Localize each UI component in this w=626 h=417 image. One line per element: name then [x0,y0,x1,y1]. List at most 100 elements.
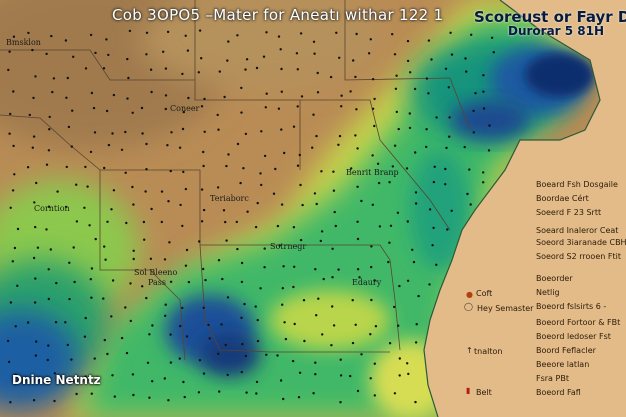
station-dot [70,358,73,361]
station-dot [55,281,58,285]
station-dot [393,53,397,56]
station-dot [34,75,37,78]
station-dot [103,245,106,248]
station-dot [9,301,13,304]
station-dot [166,30,170,34]
legend-item: Soeord 3iaranade CBH [536,238,626,247]
station-dot [129,282,132,285]
station-dot [226,296,230,299]
station-dot [482,90,485,93]
station-dot [178,146,182,149]
station-dot [11,189,15,192]
station-dot [260,183,263,187]
legend-item: Boeord Fortoor & FBt [536,318,621,327]
station-dot [349,374,352,378]
station-dot [166,144,169,147]
station-dot [299,32,303,35]
station-dot [371,154,374,157]
station-dot [428,208,432,211]
station-dot [9,401,12,404]
station-dot [265,92,268,95]
station-dot [143,238,146,241]
legend-item: Soeard Inaleror Ceat [536,226,619,235]
station-dot [388,181,391,184]
legend-item: Boeord fslsirts 6 - [536,302,607,311]
station-dot [340,105,343,108]
station-dot [431,244,434,247]
station-dot [256,339,260,343]
station-dot [470,33,473,36]
station-dot [9,206,12,209]
station-dot [185,248,189,252]
station-dot [73,380,76,383]
station-dot [244,68,247,71]
station-dot [281,287,284,290]
station-dot [298,371,302,374]
station-dot [198,359,202,362]
station-dot [45,163,49,166]
station-dot [414,191,418,194]
station-dot [217,352,220,355]
station-dot [482,74,485,77]
station-dot [465,70,468,73]
map-label: Pass [148,278,167,287]
station-dot [240,370,243,374]
station-dot [284,337,288,341]
station-dot [239,181,242,185]
station-dot [6,339,10,343]
station-dot [224,220,227,224]
station-dot [202,372,206,375]
station-dot [373,97,376,101]
station-dot [263,154,267,158]
station-dot [293,322,296,326]
station-dot [387,260,390,264]
station-dot [280,90,283,93]
station-dot [53,372,56,375]
station-dot [292,226,296,229]
station-dot [280,128,283,131]
station-dot [300,95,304,98]
station-dot [124,130,127,134]
station-dot [111,374,114,377]
station-dot [468,168,471,171]
map-label: Benrit Branp [346,168,399,177]
station-dot [398,357,401,360]
legend-item: Boeorder [536,274,573,283]
station-dot [367,52,371,55]
station-dot [315,314,318,317]
station-dot [141,132,144,135]
station-dot [280,203,284,206]
station-dot [425,128,428,131]
station-dot [144,190,147,193]
station-dot [224,343,227,347]
station-dot [90,91,94,95]
station-dot [322,277,325,281]
station-dot [408,126,412,130]
station-dot [466,192,469,196]
station-dot [184,34,187,37]
station-dot [279,379,283,382]
state-borders [0,0,471,361]
station-dot [474,92,477,95]
station-dot [370,298,373,302]
station-dot [184,187,188,191]
flag-marker-icon: ▮ [466,386,471,395]
station-dot [132,257,135,261]
legend-item: Boeord Fafl [536,388,581,397]
station-dot [202,267,205,271]
station-dot [297,396,301,399]
circle-marker-icon: ◯ [464,302,473,311]
station-dot [394,87,398,91]
station-dot [256,201,259,205]
station-dot [302,299,306,302]
station-dot [75,392,78,396]
station-dot [16,284,19,287]
station-dot [264,106,267,109]
station-dot [28,113,31,117]
station-dot [360,199,363,203]
station-dot [151,324,154,327]
station-dot [8,50,11,53]
station-dot [393,144,397,147]
station-dot [283,321,286,324]
